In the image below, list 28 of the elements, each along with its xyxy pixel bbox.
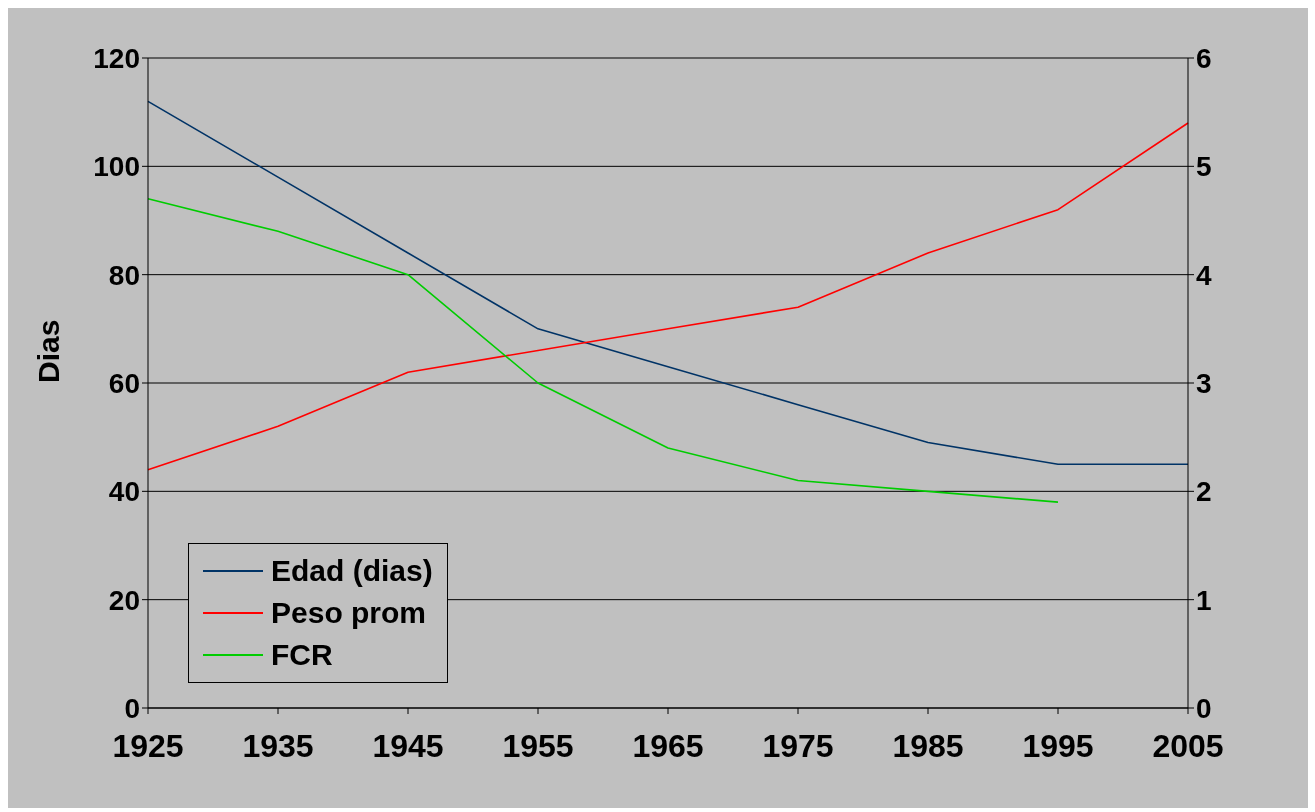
y2-tick-label: 3 [1196,367,1212,399]
x-tick-label: 1975 [762,727,834,764]
y2-tick-label: 1 [1196,584,1212,616]
y2-tick-label: 4 [1196,259,1212,291]
x-tick-label: 1945 [372,727,444,764]
y-tick-label: 20 [108,584,140,616]
x-tick-label: 1955 [502,727,574,764]
y2-tick-label: 6 [1196,42,1212,74]
y-tick-label: 100 [93,151,140,183]
y2-tick-label: 5 [1196,151,1212,183]
y-tick-label: 80 [108,259,140,291]
legend-label: FCR [271,637,333,673]
y2-tick-label: 2 [1196,476,1212,508]
x-tick-label: 1995 [1022,727,1094,764]
y-tick-label: 60 [108,367,140,399]
x-tick-label: 1965 [632,727,704,764]
y2-tick-label: 0 [1196,692,1212,724]
x-tick-label: 2005 [1152,727,1224,764]
y-tick-label: 120 [93,42,140,74]
y-tick-label: 40 [108,476,140,508]
legend-label: Peso prom [271,595,427,631]
x-tick-label: 1985 [892,727,964,764]
y-tick-label: 0 [124,692,140,724]
x-tick-label: 1935 [242,727,314,764]
x-tick-label: 1925 [112,727,184,764]
legend-label: Edad (dias) [271,553,433,589]
line-series [147,198,1059,503]
y-axis-title: Dias [31,319,65,383]
